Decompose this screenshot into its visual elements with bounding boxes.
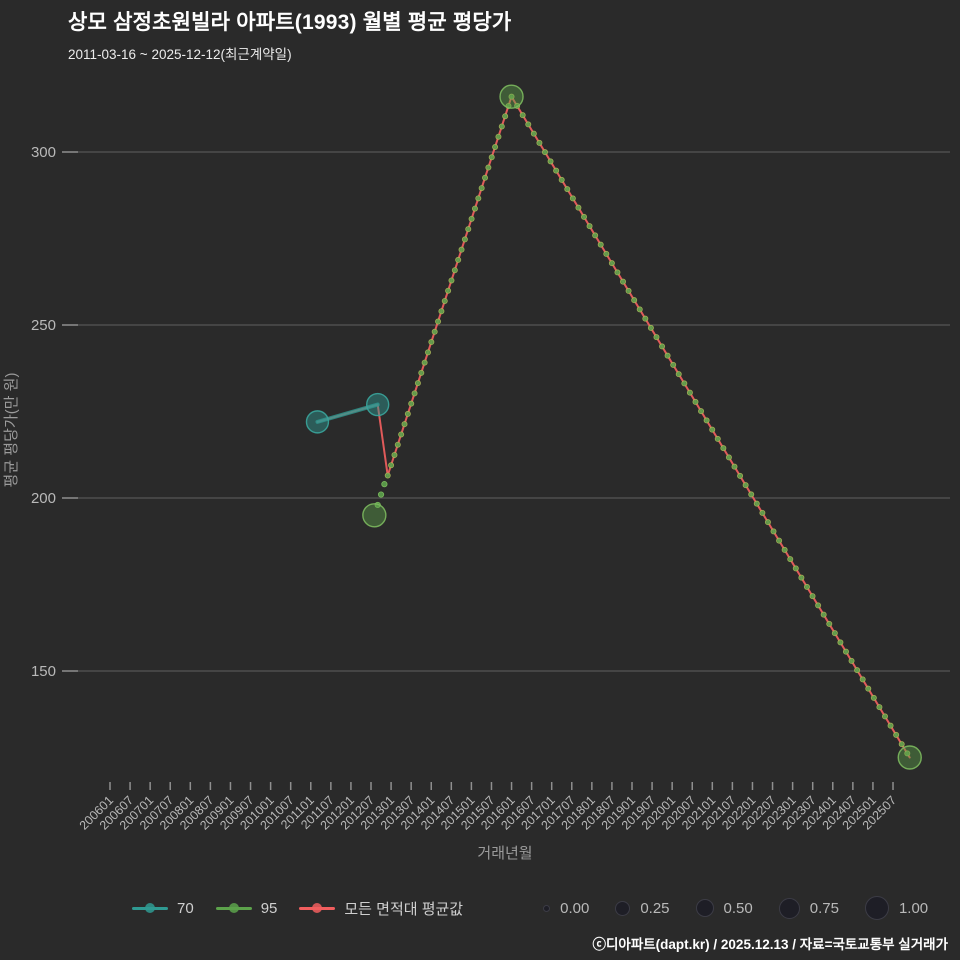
size-dot-icon (778, 897, 800, 919)
size-legend-item: 0.00 (543, 900, 589, 917)
chart-subtitle: 2011-03-16 ~ 2025-12-12(최근계약일) (68, 47, 292, 62)
legend-item-70[interactable]: 70 (132, 900, 194, 917)
size-legend-item: 0.25 (615, 899, 670, 917)
svg-text:300: 300 (31, 144, 56, 161)
legend-label: 모든 면적대 평균값 (344, 900, 464, 918)
size-legend: 0.00 0.25 0.50 0.75 1.00 (543, 896, 954, 920)
size-dot-icon (543, 904, 551, 912)
size-dot-icon (864, 896, 889, 920)
size-label: 0.00 (560, 899, 590, 917)
size-legend-item: 0.75 (778, 897, 839, 919)
size-label: 0.25 (640, 899, 670, 917)
size-dot-icon (615, 900, 631, 916)
svg-text:200: 200 (31, 490, 56, 507)
legend-label: 70 (177, 899, 194, 917)
svg-text:거래년월: 거래년월 (477, 845, 532, 862)
size-legend-item: 1.00 (864, 896, 929, 920)
teal-line-swatch-icon (132, 903, 168, 913)
legend-item-average[interactable]: 모든 면적대 평균값 (299, 898, 463, 919)
size-legend-item: 0.50 (695, 899, 753, 917)
chart-title: 상모 삼정초원빌라 아파트(1993) 월별 평균 평당가 (68, 11, 512, 34)
svg-text:150: 150 (31, 663, 56, 680)
chart-header: 상모 삼정초원빌라 아파트(1993) 월별 평균 평당가 2011-03-16… (68, 6, 511, 63)
svg-text:평균 평당가(만 원): 평균 평당가(만 원) (3, 373, 20, 488)
green-line-swatch-icon (215, 903, 252, 913)
svg-text:250: 250 (31, 317, 56, 334)
size-label: 0.75 (809, 899, 839, 917)
legend-label: 95 (260, 899, 278, 917)
size-dot-icon (695, 899, 714, 917)
legend: 70 95 모든 면적대 평균값 0.00 0.25 0.50 (132, 894, 954, 922)
size-label: 0.50 (723, 899, 753, 917)
red-line-swatch-icon (299, 903, 336, 913)
copyright-credit: ⓒ디아파트(dapt.kr) / 2025.12.13 / 자료=국토교통부 실… (592, 937, 948, 952)
size-label: 1.00 (898, 899, 929, 917)
legend-item-95[interactable]: 95 (215, 899, 278, 917)
